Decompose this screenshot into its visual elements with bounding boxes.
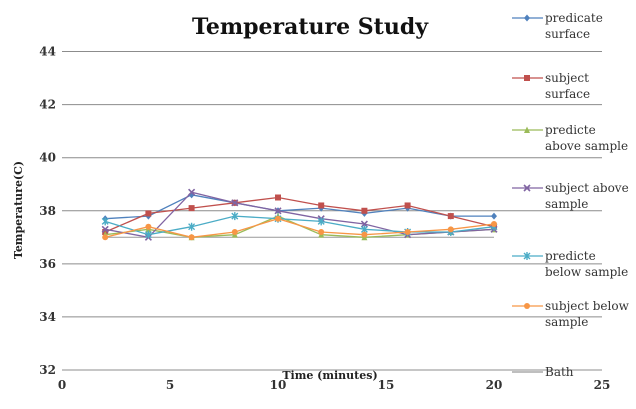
series-3-point-2: [188, 188, 196, 196]
legend-label-2-1: above sample: [545, 139, 628, 153]
legend-label-3-1: sample: [545, 197, 588, 211]
legend-marker-3: [523, 184, 531, 192]
series-5-point-3: [231, 229, 238, 235]
legend-label-1-1: surface: [545, 87, 590, 101]
series-0-line: [105, 194, 494, 220]
y-tick-labels: 32 34 36 38 40 42 44: [39, 45, 56, 377]
legend-label-2-0: predicte: [545, 123, 596, 137]
legend-label-4-0: predicte: [545, 249, 596, 263]
legend-label-0-0: predicate: [545, 11, 603, 25]
legend-label-5-1: sample: [545, 315, 588, 329]
series-5-line: [105, 218, 495, 238]
series-4-point-3: [231, 212, 239, 221]
series-5-point-5: [318, 229, 325, 235]
series-3-point-3: [231, 199, 239, 207]
legend-label-5-0: subject below: [545, 299, 630, 313]
series-1-point-8: [447, 213, 454, 220]
x-tick-5: 5: [166, 378, 174, 392]
series-0: [102, 191, 497, 223]
x-tick-20: 20: [486, 378, 503, 392]
series-1-point-6: [361, 207, 368, 214]
series-3-line: [105, 191, 495, 239]
series-1-point-7: [404, 202, 411, 209]
series-1-line: [104, 196, 495, 233]
legend-entry-0: predicate surface: [512, 11, 603, 41]
series-4-point-2: [188, 222, 196, 231]
series-2-line: [105, 215, 495, 238]
x-tick-0: 0: [58, 378, 66, 392]
series-5-point-4: [275, 215, 281, 222]
series-1-point-1: [145, 210, 152, 217]
legend-marker-5: [524, 303, 530, 309]
series-3-point-4: [274, 207, 282, 215]
series-1-point-4: [275, 194, 281, 201]
y-tick-44: 44: [39, 45, 56, 59]
legend: predicate surface subject surface predicte ab…: [512, 11, 630, 379]
y-tick-34: 34: [39, 310, 56, 324]
y-tick-40: 40: [39, 151, 56, 165]
series-5-point-2: [188, 234, 195, 241]
legend-marker-2: [524, 126, 530, 133]
series-5-point-9: [491, 221, 497, 228]
y-axis-label: Temperature(C): [12, 161, 25, 259]
legend-label-4-1: below sample: [545, 265, 628, 279]
series-1-point-2: [188, 205, 195, 212]
series-5: [102, 215, 497, 241]
x-tick-15: 15: [378, 378, 395, 392]
series-0-point-9: [491, 212, 497, 220]
chart-title: Temperature Study: [192, 14, 429, 40]
legend-label-6-0: Bath: [545, 365, 574, 379]
series-4-point-0: [101, 217, 109, 226]
series-4-line: [105, 215, 495, 236]
legend-marker-0: [524, 14, 530, 22]
y-tick-32: 32: [39, 363, 56, 377]
y-tick-36: 36: [39, 257, 56, 271]
series-layer: [101, 188, 498, 241]
series-2: [102, 212, 497, 241]
x-tick-25: 25: [594, 378, 611, 392]
series-3-point-0: [101, 225, 109, 233]
legend-marker-4: [523, 252, 531, 260]
y-tick-42: 42: [39, 98, 56, 112]
series-5-point-6: [361, 231, 368, 238]
series-5-point-0: [102, 234, 109, 241]
legend-entry-3: subject above sample: [512, 181, 629, 211]
series-4-point-1: [144, 230, 152, 239]
legend-label-3-0: subject above: [545, 181, 629, 195]
grid-lines: [62, 51, 602, 371]
legend-entry-1: subject surface: [512, 71, 590, 101]
series-5-point-8: [447, 226, 454, 233]
series-4-point-5: [317, 217, 325, 226]
x-tick-10: 10: [270, 378, 287, 392]
legend-entry-5: subject below sample: [512, 299, 630, 329]
legend-label-0-1: surface: [545, 27, 590, 41]
series-3-point-6: [360, 220, 368, 228]
x-axis-label: Time (minutes): [282, 369, 377, 382]
y-tick-38: 38: [39, 204, 56, 218]
legend-entry-6: Bath: [512, 365, 574, 379]
x-tick-labels: 0 5 10 15 20 25: [58, 378, 611, 392]
legend-entry-2: predicte above sample: [512, 123, 628, 153]
series-5-point-7: [404, 229, 411, 235]
legend-entry-4: predicte below sample: [512, 249, 628, 279]
series-1-point-5: [318, 202, 325, 209]
legend-label-1-0: subject: [545, 71, 589, 85]
series-5-point-1: [145, 223, 152, 230]
legend-marker-1: [524, 75, 530, 81]
